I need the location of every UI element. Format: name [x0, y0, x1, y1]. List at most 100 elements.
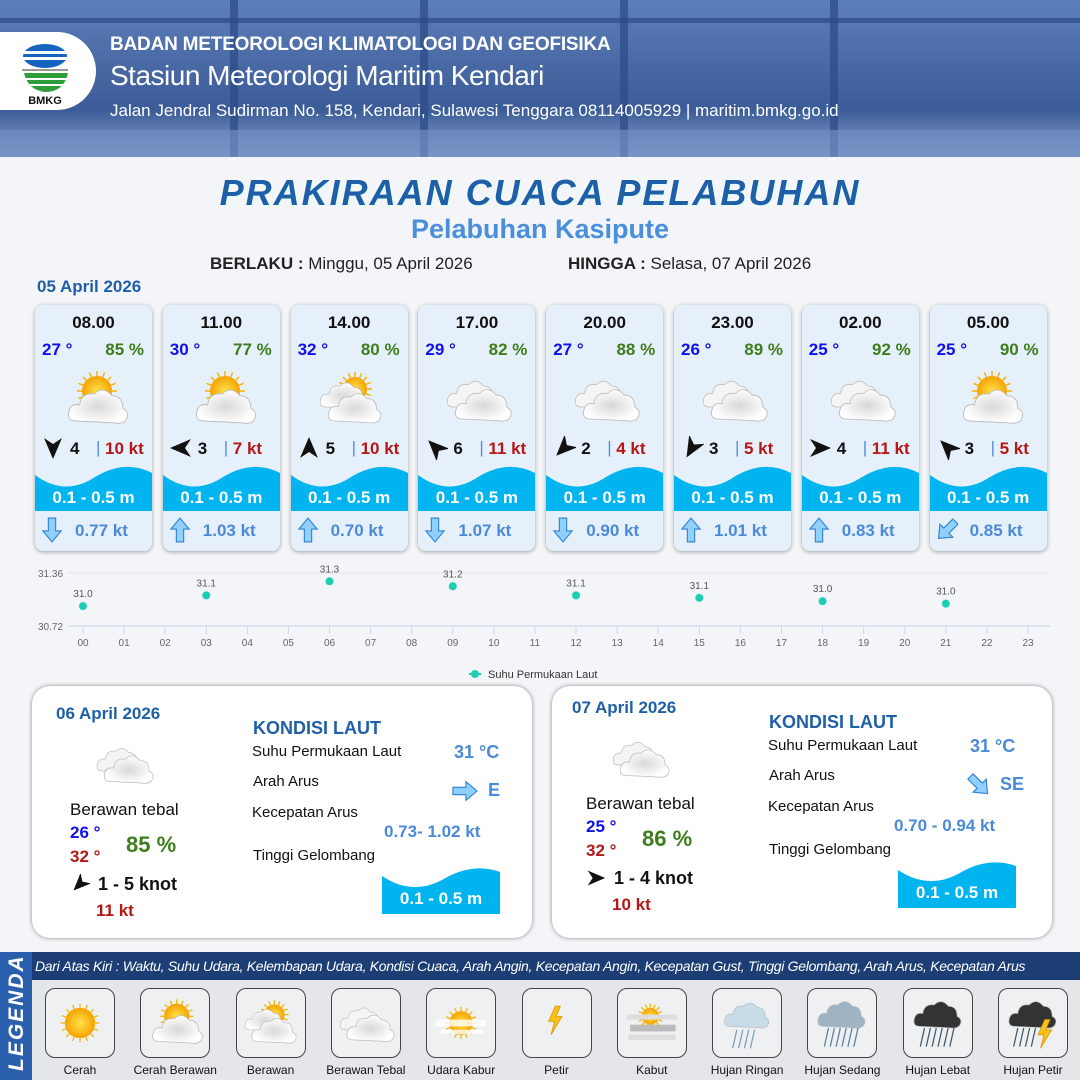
divider: | [351, 438, 357, 457]
card-gust: 4 kt [616, 439, 646, 458]
card-temperature: 26 ° [681, 340, 712, 359]
card-humidity: 89 % [744, 340, 783, 359]
org-name: BADAN METEOROLOGI KLIMATOLOGI DAN GEOFIS… [110, 34, 611, 55]
x-tick-label: 21 [940, 638, 952, 649]
legend-berawan-tebal-icon [330, 988, 401, 1058]
x-tick-label: 04 [242, 638, 254, 649]
x-tick-label: 13 [612, 638, 624, 649]
valid-to: HINGGA : Selasa, 07 April 2026 [568, 254, 811, 274]
card-wind-speed: 4 [70, 439, 80, 458]
legend-label: Hujan Ringan [710, 1063, 784, 1077]
current-speed-value: 0.73- 1.02 kt [384, 822, 481, 841]
legend-label: Suhu Permukaan Laut [488, 669, 597, 681]
legend-label: Hujan Lebat [905, 1063, 971, 1077]
current-direction-icon [552, 516, 574, 544]
weather-berawan-tebal-icon [606, 730, 674, 786]
day-humidity: 85 % [126, 832, 177, 857]
current-direction-icon [41, 516, 63, 544]
data-point [941, 599, 950, 608]
legend-marker [471, 670, 479, 678]
valid-to-value: Selasa, 07 April 2026 [650, 254, 812, 273]
divider: | [96, 438, 101, 457]
legend-hujan-petir-icon [998, 988, 1068, 1058]
card-wave-height: 0.1 - 0.5 m [435, 488, 518, 507]
card-wave-height: 0.1 - 0.5 m [819, 488, 902, 507]
legend-label: Cerah Berawan [133, 1063, 217, 1077]
card-wind-speed: 3 [197, 439, 208, 458]
legend-label: Petir [544, 1063, 569, 1077]
current-direction-icon [169, 516, 191, 544]
daily-forecast-box: 06 April 2026 Berawan tebal 26 ° 32 ° 85… [32, 686, 532, 938]
day-temp-max: 32 ° [586, 841, 617, 860]
card-temperature: 27 ° [553, 340, 584, 359]
card-wind-speed: 6 [453, 439, 463, 458]
legend-hujan-sedang-icon [807, 988, 878, 1058]
wave-icon [546, 463, 664, 511]
legend-label: Udara Kabur [427, 1063, 496, 1077]
data-label: 31.1 [566, 578, 586, 589]
day-wave-height: 0.1 - 0.5 m [915, 883, 999, 902]
wave-icon [35, 463, 152, 511]
data-label: 31.2 [443, 569, 463, 580]
current-speed-label: Kecepatan Arus [252, 804, 358, 821]
card-wind-speed: 5 [325, 439, 336, 458]
divider: | [607, 438, 612, 457]
x-tick-label: 03 [201, 638, 213, 649]
wave-icon [801, 463, 919, 511]
x-tick-label: 05 [283, 638, 295, 649]
current-speed-value: 0.70 - 0.94 kt [894, 816, 996, 835]
divider: | [862, 438, 868, 457]
data-label: 31.0 [936, 587, 956, 598]
card-current-speed: 1.03 kt [202, 521, 256, 540]
x-tick-label: 10 [488, 638, 500, 649]
card-wave-height: 0.1 - 0.5 m [180, 488, 263, 507]
station-name: Stasiun Meteorologi Maritim Kendari [110, 60, 544, 91]
divider: | [223, 438, 229, 457]
daily-forecast-box: 07 April 2026 Berawan tebal 25 ° 32 ° 86… [552, 686, 1052, 938]
day-condition: Berawan tebal [70, 800, 179, 819]
current-direction-label: Arah Arus [769, 767, 835, 784]
data-label: 31.3 [320, 564, 340, 575]
card-humidity: 88 % [616, 340, 656, 359]
day-humidity: 86 % [642, 826, 693, 851]
weather-berawan-icon [313, 367, 389, 431]
card-current-speed: 1.01 kt [714, 521, 767, 540]
x-tick-label: 11 [530, 638, 541, 649]
data-point [79, 602, 87, 611]
x-tick-label: 23 [1022, 638, 1034, 649]
weather-berawan-tebal-icon [696, 367, 772, 431]
wave-icon [382, 866, 500, 919]
day-temp-min: 26 ° [70, 823, 101, 842]
x-tick-label: 19 [858, 638, 870, 649]
x-tick-label: 00 [77, 638, 89, 649]
card-time: 05.00 [966, 313, 1010, 332]
x-tick-label: 02 [160, 638, 172, 649]
x-tick-label: 22 [981, 638, 993, 649]
current-direction-icon [808, 516, 830, 544]
current-direction-value: SE [1000, 774, 1025, 794]
card-temperature: 25 ° [808, 340, 840, 359]
wind-direction-icon [41, 436, 63, 460]
current-direction-icon [680, 516, 702, 544]
sst-value: 31 °C [454, 742, 500, 762]
current-direction-icon [936, 516, 959, 544]
card-humidity: 80 % [360, 340, 400, 359]
day-gust: 11 kt [96, 901, 134, 920]
card-gust: 7 kt [232, 439, 263, 458]
legend-hujan-ringan-icon [712, 988, 783, 1058]
card-wave-height: 0.1 - 0.5 m [307, 488, 391, 507]
valid-to-label: HINGGA : [568, 254, 646, 273]
day-date: 07 April 2026 [572, 698, 677, 717]
forecast-card: 20.00 27 ° 88 % 2 | 4 kt 0.1 - 0.5 m 0.9… [546, 305, 664, 551]
card-current-speed: 0.83 kt [841, 521, 895, 540]
current-direction-icon [424, 516, 446, 544]
day-temp-max: 32 ° [70, 847, 101, 866]
x-tick-label: 06 [324, 638, 336, 649]
wave-height-label: Tinggi Gelombang [253, 847, 376, 864]
current-direction-value: E [488, 780, 501, 800]
day-wind-range: 1 - 5 knot [98, 874, 178, 894]
sst-value: 31 °C [970, 736, 1016, 756]
x-tick-label: 12 [570, 638, 582, 649]
page-title: PRAKIRAAN CUACA PELABUHAN [219, 172, 861, 213]
data-point [325, 577, 334, 586]
